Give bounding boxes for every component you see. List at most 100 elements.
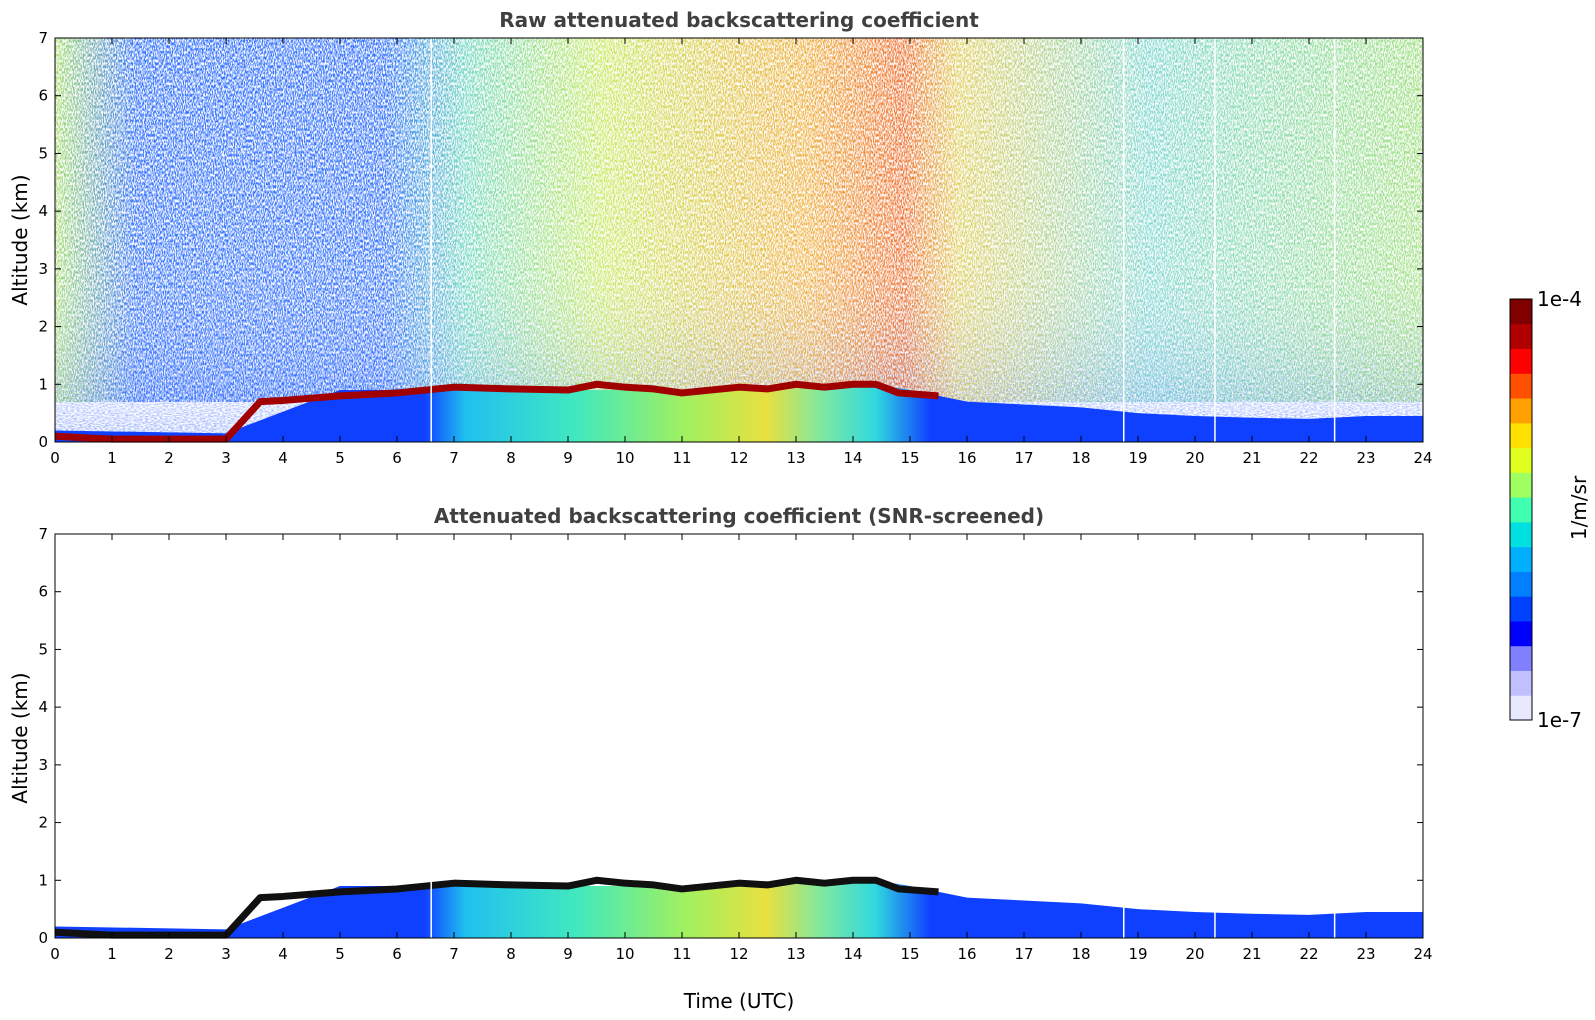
y-tick-label: 3 [38, 260, 48, 278]
y-tick-label: 1 [38, 375, 48, 393]
x-tick-label: 16 [957, 945, 976, 963]
x-tick-label: 12 [729, 449, 748, 467]
x-tick-label: 9 [563, 945, 573, 963]
x-tick-label: 13 [786, 449, 805, 467]
x-tick-label: 4 [278, 945, 288, 963]
panel-screened-axes: 0 1 2 3 4 5 6 7 8 9 10 11 12 13 14 15 16 17 18 19 20 21 22 23 24… [38, 525, 1432, 963]
panel-screened-ylabel: Altitude (km) [8, 672, 32, 803]
x-tick-label: 6 [392, 945, 402, 963]
x-tick-label: 18 [1071, 449, 1090, 467]
y-tick-label: 2 [38, 814, 48, 832]
colorbar-band [1510, 521, 1532, 548]
x-tick-label: 10 [615, 449, 634, 467]
x-tick-label: 3 [221, 449, 231, 467]
x-tick-label: 19 [1128, 945, 1147, 963]
colorbar-band [1510, 546, 1532, 572]
x-tick-label: 23 [1356, 449, 1375, 467]
x-tick-label: 0 [50, 449, 60, 467]
x-tick-label: 20 [1185, 945, 1204, 963]
x-tick-label: 14 [843, 945, 862, 963]
y-tick-label: 2 [38, 318, 48, 336]
boundary-layer-area [55, 880, 1423, 938]
y-tick-label: 6 [38, 87, 48, 105]
x-tick-label: 8 [506, 449, 516, 467]
x-tick-label: 21 [1242, 945, 1261, 963]
colorbar-band [1510, 398, 1532, 424]
y-tick-label: 7 [38, 29, 48, 47]
colorbar-bands [1510, 299, 1532, 721]
panel-raw-ylabel: Altitude (km) [8, 174, 32, 305]
colorbar: 1e-4 1e-7 1/m/sr [1509, 287, 1591, 732]
x-tick-label: 23 [1356, 945, 1375, 963]
x-tick-label: 13 [786, 945, 805, 963]
x-tick-label: 24 [1413, 945, 1432, 963]
colorbar-band [1510, 645, 1532, 671]
y-tick-label: 3 [38, 756, 48, 774]
panel-raw-plot [54, 38, 1423, 443]
panel-screened-background [55, 534, 1423, 938]
x-tick-label: 16 [957, 449, 976, 467]
colorbar-band [1510, 620, 1532, 647]
colorbar-frame [1509, 298, 1533, 721]
x-tick-label: 3 [221, 945, 231, 963]
panel-screened-field [54, 534, 1423, 939]
panel-screened-title: Attenuated backscattering coefficient (S… [434, 504, 1044, 528]
panel-raw: Raw attenuated backscattering coefficien… [8, 8, 1433, 467]
colorbar-band [1510, 695, 1532, 721]
raw-noise-fade [55, 38, 1423, 442]
x-tick-label: 19 [1128, 449, 1147, 467]
colorbar-band [1510, 497, 1532, 523]
x-tick-label: 5 [335, 945, 345, 963]
panel-raw-axes: 0 1 2 3 4 5 6 7 8 9 10 11 12 13 14 15 16 17 18 19 20 21 22 23 24… [38, 29, 1432, 467]
cloud-layer-line [54, 876, 939, 939]
x-tick-label: 15 [900, 449, 919, 467]
x-tick-label: 9 [563, 449, 573, 467]
panel-screened: Attenuated backscattering coefficient (S… [8, 504, 1433, 1013]
x-tick-label: 11 [672, 945, 691, 963]
x-tick-label: 22 [1299, 449, 1318, 467]
x-tick-label: 14 [843, 449, 862, 467]
y-tick-label: 4 [38, 698, 48, 716]
panel-raw-field [54, 38, 1423, 443]
y-tick-label: 6 [38, 583, 48, 601]
colorbar-min-label: 1e-7 [1537, 708, 1582, 732]
x-tick-label: 1 [107, 945, 117, 963]
colorbar-band [1510, 571, 1532, 597]
x-tick-label: 12 [729, 945, 748, 963]
x-tick-label: 6 [392, 449, 402, 467]
x-tick-label: 15 [900, 945, 919, 963]
colorbar-band [1510, 596, 1532, 622]
y-tick-label: 5 [38, 640, 48, 658]
x-tick-label: 0 [50, 945, 60, 963]
x-tick-label: 21 [1242, 449, 1261, 467]
colorbar-unit-label: 1/m/sr [1567, 475, 1591, 540]
y-tick-label: 0 [38, 929, 48, 947]
colorbar-band [1510, 447, 1532, 473]
y-tick-label: 7 [38, 525, 48, 543]
x-tick-label: 4 [278, 449, 288, 467]
x-tick-label: 2 [164, 945, 174, 963]
x-tick-label: 18 [1071, 945, 1090, 963]
x-tick-label: 22 [1299, 945, 1318, 963]
colorbar-max-label: 1e-4 [1537, 287, 1582, 311]
x-tick-label: 17 [1014, 945, 1033, 963]
x-tick-label: 2 [164, 449, 174, 467]
colorbar-band [1510, 422, 1532, 449]
x-tick-label: 24 [1413, 449, 1432, 467]
x-tick-label: 7 [449, 945, 459, 963]
colorbar-band [1510, 472, 1532, 498]
cloud-layer-line [54, 380, 939, 443]
panel-raw-title: Raw attenuated backscattering coefficien… [499, 8, 979, 32]
y-tick-label: 1 [38, 871, 48, 889]
colorbar-band [1510, 299, 1532, 325]
x-tick-label: 5 [335, 449, 345, 467]
x-tick-label: 1 [107, 449, 117, 467]
boundary-layer-area [55, 384, 1423, 442]
colorbar-band [1510, 373, 1532, 399]
x-tick-label: 10 [615, 945, 634, 963]
colorbar-band [1510, 670, 1532, 696]
panel-screened-plot [54, 534, 1423, 939]
y-tick-label: 0 [38, 433, 48, 451]
colorbar-band [1510, 323, 1532, 350]
